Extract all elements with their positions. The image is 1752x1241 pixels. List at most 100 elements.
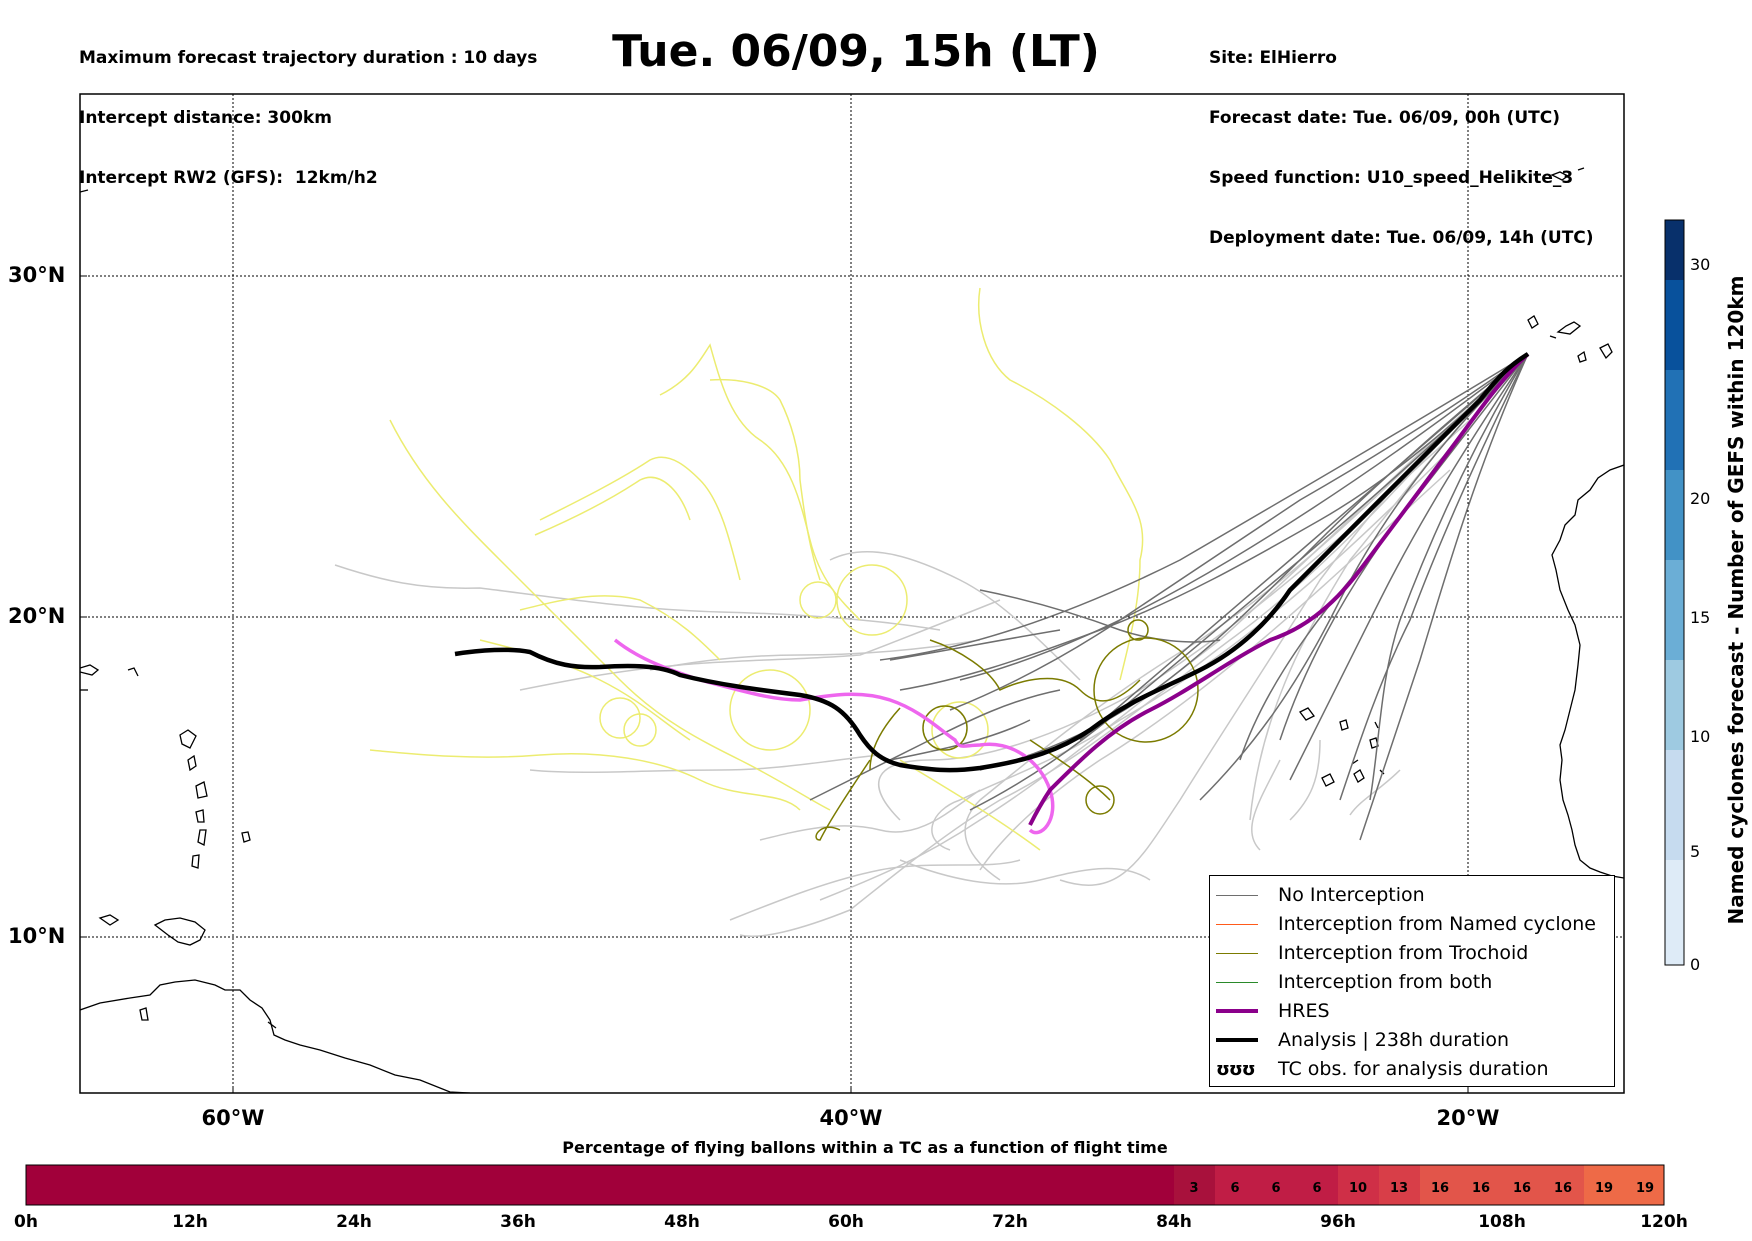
trajectory-loop <box>1093 637 1199 743</box>
lat-label: 20°N <box>8 604 66 628</box>
cbar-v-tick: 10 <box>1690 727 1711 746</box>
trajectory <box>889 629 1061 661</box>
hbar-tick: 36h <box>500 1212 536 1232</box>
trajectory <box>1079 353 1529 741</box>
trajectory <box>1289 353 1529 781</box>
coast-cape-verde <box>1353 769 1365 783</box>
trajectory <box>829 551 1081 681</box>
trajectory <box>479 639 691 741</box>
trajectory <box>1251 759 1281 851</box>
hbar-tick: 84h <box>1156 1212 1192 1232</box>
trajectory <box>1249 371 1511 821</box>
coast-cape-verde <box>1374 721 1379 729</box>
legend-label: Analysis | 238h duration <box>1278 1029 1510 1051</box>
lon-label: 20°W <box>1436 1106 1500 1130</box>
coast-island <box>80 664 100 676</box>
coast-canary <box>1599 343 1613 360</box>
trajectory <box>1349 769 1401 816</box>
coast-canary <box>1527 315 1539 329</box>
hbar-tick: 24h <box>336 1212 372 1232</box>
trajectory <box>534 476 691 536</box>
legend-label: HRES <box>1278 1000 1330 1022</box>
trajectory <box>729 859 1021 921</box>
trajectory <box>659 343 861 621</box>
hbar-cell-value: 16 <box>1512 1181 1532 1196</box>
legend-label: No Interception <box>1278 884 1425 906</box>
coast-canary <box>1556 321 1582 335</box>
map-frame <box>79 93 1625 1094</box>
coast-cape-verde <box>1321 773 1335 787</box>
hbar-tick: 48h <box>664 1212 700 1232</box>
lon-label: 60°W <box>201 1106 265 1130</box>
hbar-cell-value: 16 <box>1430 1181 1450 1196</box>
map-title: Tue. 06/09, 15h (LT) <box>612 26 1100 77</box>
colorbar-horizontal <box>25 1164 1665 1206</box>
trajectory <box>879 353 1529 661</box>
trajectory-loop <box>599 697 641 739</box>
hbar-tick: 0h <box>14 1212 38 1232</box>
trajectory-loop <box>1127 619 1149 641</box>
header-left-line: Intercept distance: 300km <box>79 108 332 128</box>
header-right-line: Forecast date: Tue. 06/09, 00h (UTC) <box>1209 108 1560 128</box>
axis-ticks <box>80 275 1469 1093</box>
header-right-line: Deployment date: Tue. 06/09, 14h (UTC) <box>1209 228 1594 248</box>
coast-cape-verde <box>1369 737 1379 749</box>
trajectory <box>899 759 1041 851</box>
coast-island <box>267 1021 277 1029</box>
coast-island <box>195 809 205 823</box>
legend-swatch <box>1216 981 1258 983</box>
coast-madeira <box>1550 171 1570 181</box>
legend-label: TC obs. for analysis duration <box>1278 1058 1549 1080</box>
coast-cape-verde <box>1339 719 1349 731</box>
header-left: Maximum forecast trajectory duration : 1… <box>79 8 537 208</box>
coast-island <box>139 1007 149 1021</box>
header-right-line: Speed function: U10_speed_Helikite_3 <box>1209 168 1574 188</box>
hbar-cell <box>1420 1165 1584 1205</box>
hbar-tick: 120h <box>1640 1212 1688 1232</box>
hbar-cell-value: 10 <box>1348 1181 1368 1196</box>
hbar-cell-value: 19 <box>1594 1181 1614 1196</box>
coast-canary <box>1577 350 1587 363</box>
trajectory <box>929 639 1141 702</box>
hbar-cell-value: 13 <box>1389 1181 1409 1196</box>
trajectory <box>759 789 981 841</box>
coast-island <box>187 754 197 772</box>
hbar-cell-value: 16 <box>1471 1181 1491 1196</box>
coast-madeira <box>1577 167 1585 171</box>
legend-swatch <box>1216 952 1258 954</box>
cbar-v-frame <box>1664 219 1685 966</box>
trajectory <box>1369 353 1529 801</box>
coast-island <box>241 831 251 843</box>
legend-item: Interception from Named cyclone <box>1210 910 1596 938</box>
trajectory <box>979 589 1221 643</box>
cbar-v-tick: 20 <box>1690 489 1711 508</box>
hbar-cell <box>1584 1165 1664 1205</box>
hbar-tick: 12h <box>172 1212 208 1232</box>
legend-item: ʊʊʊ TC obs. for analysis duration <box>1210 1055 1549 1083</box>
hbar-frame <box>25 1164 1665 1206</box>
trajectory-loop <box>799 581 837 619</box>
trajectory <box>1199 353 1529 801</box>
lat-label: 30°N <box>8 263 66 287</box>
coast-island <box>153 917 206 946</box>
hbar-tick: 108h <box>1478 1212 1526 1232</box>
trajectory <box>1289 739 1321 821</box>
hbar-tick: 72h <box>992 1212 1028 1232</box>
trajectory-loop <box>931 701 989 759</box>
header-left-line: Maximum forecast trajectory duration : 1… <box>79 48 538 68</box>
trajectory <box>809 689 1061 801</box>
cbar-v-label: Named cyclones forecast - Number of GEFS… <box>1724 275 1748 925</box>
coastlines <box>80 167 1624 1093</box>
trajectory <box>969 353 1529 811</box>
trajectory <box>334 564 941 631</box>
legend-item: Analysis | 238h duration <box>1210 1026 1509 1054</box>
trajectory <box>1359 353 1529 841</box>
trajectory <box>539 456 741 581</box>
header-right-line: Site: ElHierro <box>1209 48 1337 68</box>
legend-label: Interception from Named cyclone <box>1278 913 1596 935</box>
header-left-line: Intercept RW2 (GFS): 12km/h2 <box>79 168 378 188</box>
hbar-title: Percentage of flying ballons within a TC… <box>562 1138 1168 1157</box>
tracks-yellow <box>369 287 1144 851</box>
legend-swatch <box>1216 894 1258 896</box>
hbar-cell-value: 6 <box>1271 1181 1281 1196</box>
